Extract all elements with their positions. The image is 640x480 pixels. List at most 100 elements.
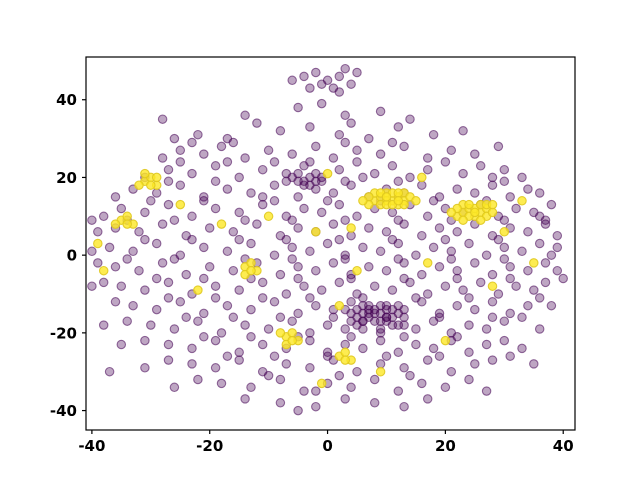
scatter-point-class-0-purple [169,254,180,264]
scatter-point-class-0-purple [411,250,421,260]
scatter-point-class-0-purple [517,246,527,257]
scatter-point-class-0-purple [222,246,233,257]
scatter-point-class-0-purple [252,219,262,229]
scatter-point-class-0-purple [199,308,209,319]
scatter-point-class-1-yellow [311,227,321,237]
scatter-point-class-0-purple [228,312,239,323]
scatter-point-class-0-purple [193,374,203,385]
scatter-point-class-1-yellow [458,215,468,225]
scatter-point-class-0-purple [340,176,350,187]
scatter-point-class-0-purple [87,281,97,291]
scatter-point-class-0-purple [157,114,168,124]
scatter-point-class-0-purple [558,273,568,284]
scatter-point-class-0-purple [481,324,492,334]
scatter-point-class-1-yellow [340,355,350,365]
scatter-point-class-0-purple [146,320,156,330]
scatter-point-class-0-purple [340,339,350,350]
scatter-point-class-0-purple [393,347,404,358]
scatter-point-class-0-purple [140,207,150,218]
scatter-point-class-0-purple [499,176,510,187]
scatter-point-class-0-purple [375,324,386,334]
scatter-point-class-0-purple [263,324,274,334]
scatter-point-class-0-purple [222,157,233,167]
scatter-point-class-0-purple [151,304,162,315]
scatter-point-class-0-purple [199,149,209,159]
scatter-point-class-0-purple [352,366,362,377]
scatter-point-class-0-purple [246,382,256,393]
scatter-point-class-1-yellow [287,328,297,338]
scatter-point-class-1-yellow [381,192,392,202]
scatter-point-class-0-purple [381,304,392,315]
scatter-point-class-0-purple [293,308,303,319]
scatter-point-class-1-yellow [151,172,162,183]
scatter-point-class-0-purple [93,258,103,268]
scatter-point-class-0-purple [428,196,439,206]
scatter-point-class-0-purple [393,386,404,396]
scatter-point-class-0-purple [157,258,168,268]
scatter-point-class-0-purple [446,145,457,156]
scatter-point-class-0-purple [146,196,156,206]
scatter-point-class-0-purple [411,293,421,303]
scatter-point-class-0-purple [287,149,297,159]
scatter-point-class-0-purple [358,324,368,334]
scatter-point-class-0-purple [110,262,121,272]
scatter-point-class-0-purple [505,351,515,361]
scatter-point-class-0-purple [199,273,209,284]
scatter-point-class-0-purple [405,370,415,381]
scatter-point-class-0-purple [275,126,286,136]
scatter-point-class-0-purple [240,110,250,121]
scatter-point-class-0-purple [434,223,445,233]
scatter-point-class-0-purple [346,79,356,89]
scatter-point-class-0-purple [234,172,244,183]
scatter-point-class-0-purple [440,157,451,167]
scatter-point-class-0-purple [417,180,427,190]
scatter-point-class-0-purple [364,223,374,233]
scatter-point-class-0-purple [517,172,527,183]
scatter-point-class-0-purple [352,157,362,167]
scatter-point-class-0-purple [475,277,486,288]
scatter-point-class-0-purple [411,324,421,334]
scatter-point-class-0-purple [487,312,498,323]
scatter-point-class-0-purple [104,242,115,253]
scatter-point-class-0-purple [269,157,280,167]
scatter-point-class-0-purple [122,316,132,326]
x-tick-label: 20 [435,437,456,455]
scatter-point-class-0-purple [157,153,168,163]
scatter-point-class-0-purple [216,328,227,338]
scatter-point-class-0-purple [464,320,474,330]
scatter-point-class-0-purple [464,374,474,385]
y-tick-label: -20 [50,324,77,342]
scatter-point-class-0-purple [110,192,121,202]
scatter-points-layer [87,63,568,416]
scatter-point-class-0-purple [470,258,480,268]
scatter-point-class-0-purple [458,285,468,295]
scatter-point-class-0-purple [222,351,233,361]
scatter-point-class-1-yellow [110,219,121,229]
scatter-point-class-0-purple [352,211,362,222]
scatter-point-class-0-purple [487,180,498,190]
scatter-point-class-1-yellow [340,347,350,358]
scatter-point-class-1-yellow [263,211,274,222]
scatter-point-class-0-purple [375,359,386,369]
scatter-point-class-0-purple [411,339,421,350]
scatter-point-class-0-purple [529,285,539,295]
scatter-point-class-0-purple [428,129,439,140]
scatter-point-class-1-yellow [375,366,386,377]
scatter-point-class-0-purple [328,153,339,163]
scatter-point-class-0-purple [534,238,545,249]
scatter-point-class-0-purple [257,293,268,303]
scatter-point-class-0-purple [293,176,303,187]
scatter-point-class-0-purple [151,188,162,198]
scatter-point-class-1-yellow [358,196,368,206]
scatter-point-class-0-purple [434,312,445,323]
x-tick-label: 0 [322,437,332,455]
scatter-point-class-0-purple [234,207,244,218]
y-tick-label: 20 [56,169,77,187]
scatter-point-class-0-purple [464,347,474,358]
scatter-point-class-0-purple [340,137,350,148]
scatter-point-class-1-yellow [275,328,286,338]
scatter-point-class-0-purple [505,273,515,284]
scatter-point-class-0-purple [316,98,327,109]
scatter-point-class-0-purple [228,227,239,237]
